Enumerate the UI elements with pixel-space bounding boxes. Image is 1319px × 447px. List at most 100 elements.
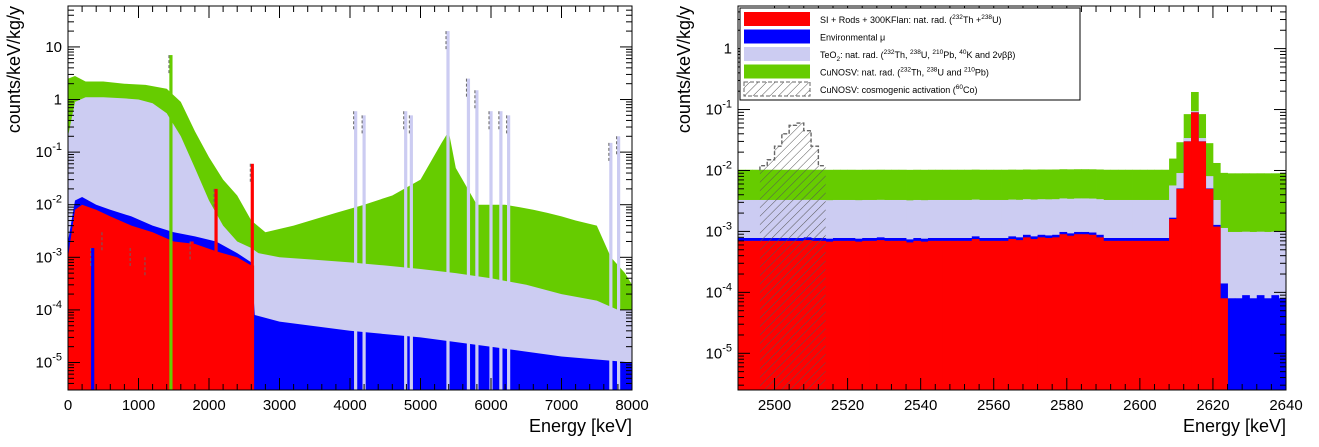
plot-frame [737, 5, 1287, 391]
bar-red-14 [840, 240, 848, 390]
bar-blue-74 [1278, 298, 1286, 390]
peak-14 [475, 90, 479, 390]
y-tick-label: 10-2 [706, 159, 732, 179]
y-tick-label: 10-5 [36, 351, 62, 371]
peak-19 [617, 136, 621, 390]
peak-12 [446, 31, 450, 390]
peak-6 [214, 188, 218, 390]
peak-9 [362, 115, 366, 390]
x-tick-label: 2600 [1123, 397, 1156, 414]
hatched-bar-6 [803, 130, 812, 390]
bar-red-2 [752, 240, 761, 390]
bar-red-62 [1191, 112, 1199, 390]
bar-red-66 [1220, 298, 1228, 390]
peak-16 [499, 111, 503, 390]
y-tick-label: 10-4 [36, 299, 62, 319]
bar-red-63 [1198, 141, 1207, 390]
y-tick-label: 10-3 [36, 246, 62, 266]
y-axis-label: counts/keV/kg/y [4, 6, 24, 133]
peak-5 [190, 241, 194, 390]
bar-red-58 [1161, 240, 1170, 390]
bar-red-54 [1132, 240, 1141, 390]
bar-red-33 [979, 240, 987, 390]
bar-red-60 [1176, 188, 1185, 390]
bar-red-47 [1081, 234, 1090, 390]
legend-swatch-2 [744, 47, 810, 61]
bar-blue-70 [1249, 298, 1258, 390]
legend-swatch-4 [743, 81, 811, 97]
left-panel: 0 1000 2000 3000 4000 5000 6000 7000 8000 10-5 10-… [4, 5, 649, 436]
hatched-bar-1 [767, 159, 775, 390]
bar-red-49 [1096, 237, 1104, 390]
bar-red-19 [876, 240, 885, 390]
bar-red-22 [898, 240, 907, 390]
bar-red-25 [920, 241, 929, 390]
hatched-bar-0 [759, 165, 768, 390]
peak-8 [354, 111, 358, 390]
x-axis-label: Energy [keV] [529, 416, 632, 436]
bar-red-27 [935, 240, 943, 390]
bar-red-44 [1059, 234, 1068, 390]
bar-red-38 [1015, 240, 1024, 390]
y-tick-label: 10-3 [706, 220, 732, 240]
x-tick-label: 2620 [1196, 397, 1229, 414]
bar-red-61 [1183, 141, 1192, 390]
hatched-bar-7 [811, 146, 819, 390]
peak-18 [609, 142, 613, 390]
plot-area [68, 31, 632, 390]
hatched-bar-2 [774, 146, 782, 390]
bar-red-46 [1074, 234, 1082, 390]
legend-swatch-0 [744, 12, 810, 26]
peak-10 [404, 111, 408, 390]
bar-red-42 [1044, 238, 1053, 390]
series-red-area [68, 204, 255, 390]
bar-red-20 [884, 240, 892, 390]
y-tick-label: 1 [54, 92, 62, 109]
bar-red-26 [927, 240, 936, 390]
x-tick-label: 2560 [977, 397, 1010, 414]
peak-11 [409, 115, 413, 390]
x-tick-label: 2580 [1050, 397, 1083, 414]
peak-4 [169, 55, 173, 390]
legend-label-0: SI + Rods + 300KFlan: nat. rad. (232Th +… [820, 14, 1002, 25]
bar-blue-67 [1227, 298, 1236, 390]
bar-red-29 [949, 240, 958, 390]
y-tick-label: 10-4 [706, 281, 732, 301]
x-tick-label: 1000 [122, 397, 155, 414]
bar-red-43 [1052, 237, 1060, 390]
y-tick-label: 10-1 [36, 141, 62, 161]
hatched-bar-8 [818, 165, 826, 390]
bar-red-16 [854, 241, 863, 390]
hatched-outline [759, 122, 826, 171]
bar-red-18 [869, 240, 878, 390]
x-tick-label: 2500 [758, 397, 791, 414]
peak-7 [250, 163, 254, 390]
right-panel: 2500 2520 2540 2560 2580 2600 2620 2640 10-5 10-4… [674, 5, 1303, 436]
bar-red-0 [738, 240, 746, 390]
bar-red-65 [1212, 226, 1221, 390]
bar-blue-72 [1264, 298, 1272, 390]
x-tick-label: 5000 [404, 397, 437, 414]
bar-red-64 [1205, 188, 1214, 390]
bar-red-24 [913, 240, 922, 390]
y-tick-label: 10-5 [706, 342, 732, 362]
plot-area [738, 91, 1286, 390]
x-tick-label: 2540 [904, 397, 937, 414]
x-tick-label: 8000 [615, 397, 648, 414]
bar-red-56 [1147, 240, 1155, 390]
peak-15 [489, 111, 493, 390]
bar-red-36 [1001, 240, 1009, 390]
y-tick-label: 10-1 [706, 99, 732, 119]
x-tick-label: 2000 [192, 397, 225, 414]
legend-label-4: CuNOSV: cosmogenic activation (60Co) [820, 84, 977, 95]
hatched-bar-4 [789, 125, 797, 390]
y-tick-label: 10 [45, 39, 62, 56]
bar-red-15 [847, 240, 856, 390]
legend-label-1: Environmental μ [820, 33, 885, 43]
x-tick-label: 6000 [474, 397, 507, 414]
legend-label-2: TeO2: nat. rad. (232Th, 238U, 210Pb, 40K… [820, 49, 1015, 63]
bar-red-40 [1030, 239, 1038, 390]
bar-red-34 [986, 240, 995, 390]
bar-blue-69 [1242, 295, 1250, 390]
